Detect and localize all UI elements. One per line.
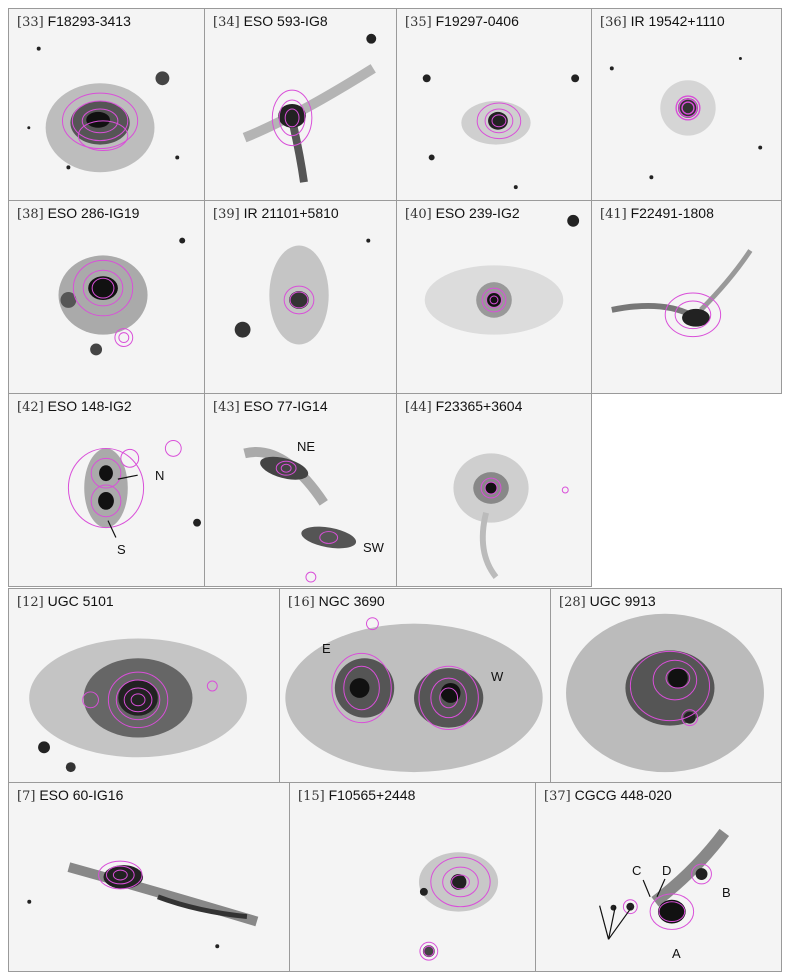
galaxy-image xyxy=(609,57,763,180)
galaxy-image xyxy=(243,447,357,583)
galaxy-image xyxy=(67,440,202,538)
panel-12: [12] UGC 5101 xyxy=(8,588,280,783)
galaxy-image xyxy=(453,453,569,579)
sw-label: SW xyxy=(363,540,384,555)
panel-label: [34] ESO 593-IG8 xyxy=(213,13,328,30)
panel-44: [44] F23365+3604 xyxy=(396,393,592,587)
galaxy-image xyxy=(418,852,499,961)
component-a-label: A xyxy=(672,946,681,961)
panel-label: [38] ESO 286-IG19 xyxy=(17,205,140,222)
panel-label: [42] ESO 148-IG2 xyxy=(17,398,132,415)
panel-36: [36] IR 19542+1110 xyxy=(591,8,782,201)
panel-39: [39] IR 21101+5810 xyxy=(204,200,397,394)
panel-37: [37] CGCG 448-020 C D B A xyxy=(535,782,782,972)
component-b-label: B xyxy=(722,885,731,900)
panel-label: [33] F18293-3413 xyxy=(17,13,131,30)
galaxy-image xyxy=(234,238,371,345)
panel-15: [15] F10565+2448 xyxy=(289,782,536,972)
galaxy-image xyxy=(611,249,753,338)
panel-label: [35] F19297-0406 xyxy=(405,13,519,30)
panel-42: [42] ESO 148-IG2 N S xyxy=(8,393,205,587)
panel-33: [33] F18293-3413 xyxy=(8,8,205,201)
galaxy-image xyxy=(422,74,580,190)
panel-43: [43] ESO 77-IG14 NE SW xyxy=(204,393,397,587)
panel-16: [16] NGC 3690 E W xyxy=(279,588,551,783)
nucleus-s-label: S xyxy=(117,542,126,557)
panel-label: [40] ESO 239-IG2 xyxy=(405,205,520,222)
panel-label: [28] UGC 9913 xyxy=(559,593,656,610)
galaxy-image xyxy=(599,828,730,940)
panel-label: [44] F23365+3604 xyxy=(405,398,523,415)
panel-41: [41] F22491-1808 xyxy=(591,200,782,394)
panel-label: [7] ESO 60-IG16 xyxy=(17,787,124,804)
galaxy-image xyxy=(285,617,543,773)
panel-label: [15] F10565+2448 xyxy=(298,787,416,804)
nucleus-n-label: N xyxy=(155,468,165,483)
ne-label: NE xyxy=(297,439,316,454)
panel-38: [38] ESO 286-IG19 xyxy=(8,200,205,394)
galaxy-image xyxy=(566,613,764,773)
panel-label: [43] ESO 77-IG14 xyxy=(213,398,328,415)
galaxy-image xyxy=(27,860,259,949)
panel-label: [12] UGC 5101 xyxy=(17,593,114,610)
component-w-label: W xyxy=(491,669,504,684)
panel-label: [39] IR 21101+5810 xyxy=(213,205,339,222)
galaxy-image xyxy=(29,638,247,773)
galaxy-image xyxy=(424,214,580,335)
panel-label: [37] CGCG 448-020 xyxy=(544,787,672,804)
panel-28: [28] UGC 9913 xyxy=(550,588,782,783)
panel-34: [34] ESO 593-IG8 xyxy=(204,8,397,201)
galaxy-image xyxy=(242,33,377,183)
component-d-label: D xyxy=(662,863,672,878)
panel-40: [40] ESO 239-IG2 xyxy=(396,200,592,394)
component-e-label: E xyxy=(322,641,331,656)
panel-label: [16] NGC 3690 xyxy=(288,593,385,610)
panel-label: [36] IR 19542+1110 xyxy=(600,13,725,30)
galaxy-image xyxy=(27,46,180,173)
panel-35: [35] F19297-0406 xyxy=(396,8,592,201)
component-c-label: C xyxy=(632,863,642,878)
galaxy-image xyxy=(58,237,186,356)
panel-7: [7] ESO 60-IG16 xyxy=(8,782,290,972)
panel-label: [41] F22491-1808 xyxy=(600,205,714,222)
